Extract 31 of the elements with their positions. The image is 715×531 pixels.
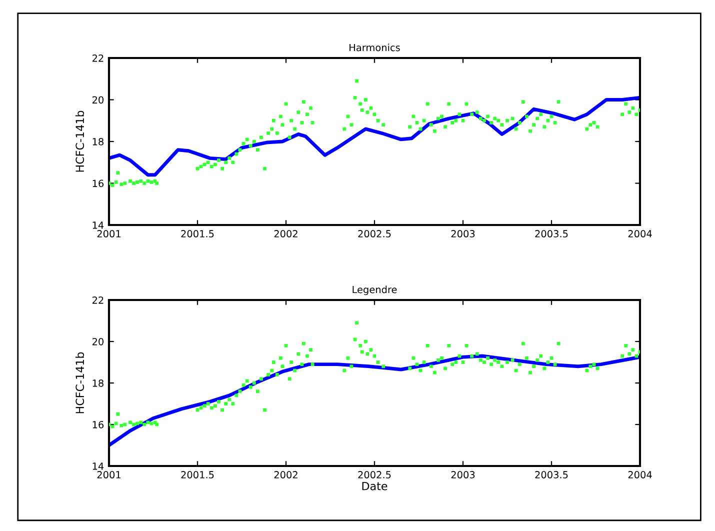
y-axis-title: HCFC-141b xyxy=(75,352,84,414)
y-tick-label: 14 xyxy=(92,222,104,229)
y-tick-label: 22 xyxy=(92,54,104,62)
x-tick-label: 2001 xyxy=(97,471,120,478)
x-tick-label: 2001 xyxy=(97,230,120,238)
x-tick-label: 2002 xyxy=(274,471,298,478)
x-tick-label: 2003 xyxy=(451,230,475,238)
x-tick-label: 2002.5 xyxy=(358,471,391,478)
x-tick-label: 2001.5 xyxy=(181,471,214,478)
y-axis-title: HCFC-141b xyxy=(75,110,84,172)
x-tick-label: 2003 xyxy=(451,471,475,478)
x-tick-label: 2002.5 xyxy=(358,230,391,238)
line-series xyxy=(109,96,640,177)
x-tick-label: 2003.5 xyxy=(535,230,568,238)
y-tick-label: 22 xyxy=(92,296,104,304)
x-tick-label: 2004 xyxy=(628,230,652,238)
chart-title: Legendre xyxy=(352,286,397,296)
y-tick-label: 18 xyxy=(92,138,104,146)
y-tick-label: 20 xyxy=(92,338,104,346)
y-tick-label: 16 xyxy=(92,420,104,428)
y-tick-label: 16 xyxy=(92,180,104,188)
x-tick-label: 2001.5 xyxy=(181,230,214,238)
line-series xyxy=(109,354,640,447)
x-tick-label: 2003.5 xyxy=(535,471,568,478)
chart-title: Harmonics xyxy=(350,44,400,52)
x-tick-label: 2002 xyxy=(274,230,298,238)
y-tick-label: 20 xyxy=(92,96,104,104)
x-axis-title: Date xyxy=(362,482,388,490)
y-tick-label: 14 xyxy=(92,462,104,470)
y-tick-label: 18 xyxy=(92,379,104,387)
x-tick-label: 2004 xyxy=(628,471,652,478)
